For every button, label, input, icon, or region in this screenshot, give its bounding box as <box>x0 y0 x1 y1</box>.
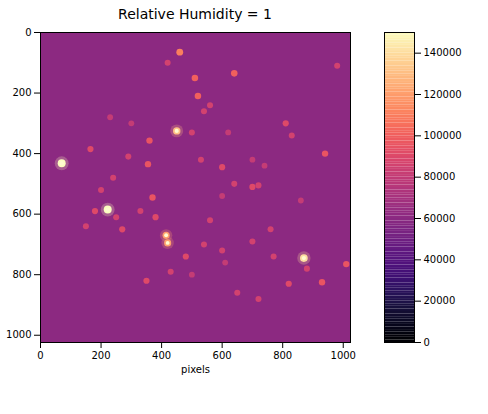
svg-text:200: 200 <box>12 87 31 98</box>
svg-text:1000: 1000 <box>331 350 356 361</box>
svg-text:pixels: pixels <box>181 364 210 375</box>
svg-text:20000: 20000 <box>424 295 456 306</box>
svg-text:400: 400 <box>12 148 31 159</box>
svg-text:600: 600 <box>12 208 31 219</box>
svg-text:120000: 120000 <box>424 89 462 100</box>
svg-text:60000: 60000 <box>424 213 456 224</box>
svg-text:0: 0 <box>424 337 430 348</box>
svg-text:80000: 80000 <box>424 171 456 182</box>
svg-text:800: 800 <box>12 269 31 280</box>
svg-text:800: 800 <box>273 350 292 361</box>
svg-text:0: 0 <box>25 27 31 38</box>
svg-text:1000: 1000 <box>6 329 31 340</box>
html-text:Relative Humidity = 1: Relative Humidity = 1 <box>118 6 272 22</box>
svg-text:0: 0 <box>37 350 43 361</box>
svg-text:40000: 40000 <box>424 254 456 265</box>
svg-text:600: 600 <box>213 350 232 361</box>
svg-text:200: 200 <box>92 350 111 361</box>
svg-text:140000: 140000 <box>424 47 462 58</box>
svg-text:100000: 100000 <box>424 130 462 141</box>
svg-text:400: 400 <box>152 350 171 361</box>
